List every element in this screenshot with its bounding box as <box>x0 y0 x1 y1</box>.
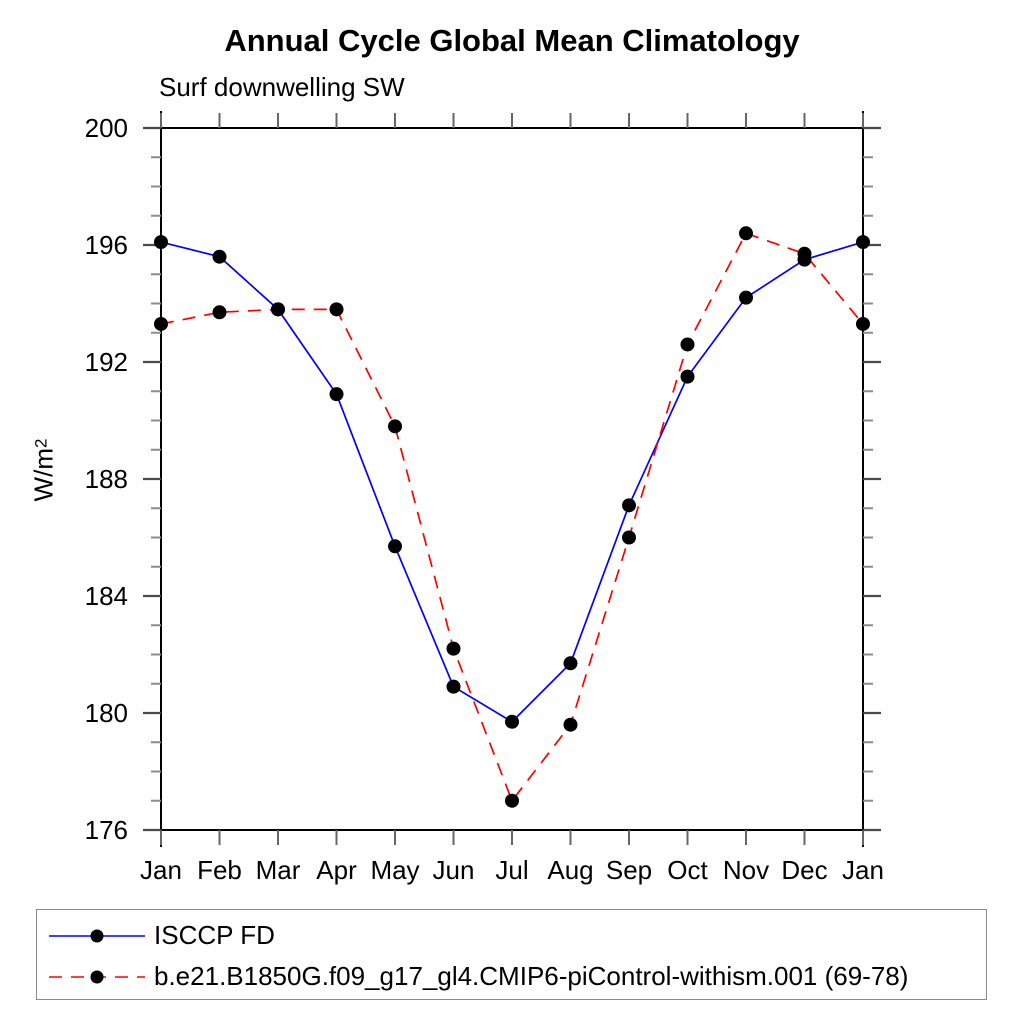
data-point <box>388 419 402 434</box>
data-point <box>739 290 753 305</box>
chart-subtitle: Surf downwelling SW <box>159 72 405 102</box>
data-point <box>563 717 578 732</box>
data-point <box>505 793 519 808</box>
data-point <box>856 235 870 250</box>
x-tick-label: Jan <box>140 855 182 885</box>
x-tick-label: Aug <box>547 855 593 885</box>
data-point <box>446 679 461 694</box>
legend-marker-dot <box>90 929 104 942</box>
data-point <box>505 714 519 729</box>
y-tick-label: 180 <box>85 698 128 728</box>
x-tick-label: Sep <box>606 855 652 885</box>
data-point <box>797 246 812 261</box>
data-point <box>212 249 227 264</box>
legend-label-model: b.e21.B1850G.f09_g17_gl4.CMIP6-piControl… <box>154 961 909 991</box>
data-point <box>622 530 636 545</box>
legend-sample-dashed-line <box>49 970 145 983</box>
series-line-observation <box>160 241 864 723</box>
legend-item-observation: ISCCP FD <box>43 915 986 956</box>
x-tick-label: Jul <box>495 855 528 885</box>
x-tick-label: Mar <box>256 855 301 885</box>
legend-sample-solid-line <box>49 929 145 942</box>
legend-label-observation: ISCCP FD <box>154 920 275 950</box>
legend-marker-dot <box>90 970 104 983</box>
data-point <box>212 305 227 320</box>
data-point <box>622 498 636 513</box>
data-point <box>271 302 285 317</box>
y-tick-label: 176 <box>85 815 128 845</box>
x-tick-label: Jun <box>433 855 475 885</box>
x-tick-label: Nov <box>723 855 769 885</box>
y-tick-label: 192 <box>85 347 128 377</box>
data-point <box>680 369 695 384</box>
y-tick-label: 196 <box>85 230 128 260</box>
y-tick-label: 200 <box>85 113 128 143</box>
x-tick-label: Dec <box>781 855 827 885</box>
legend-box: ISCCP FD b.e21.B1850G.f09_g17_gl4.CMIP6-… <box>36 909 987 1000</box>
x-tick-label: Feb <box>197 855 242 885</box>
legend-item-model: b.e21.B1850G.f09_g17_gl4.CMIP6-piControl… <box>43 956 986 997</box>
chart-title: Annual Cycle Global Mean Climatology <box>224 23 800 58</box>
data-point <box>446 641 461 656</box>
x-tick-label: May <box>370 855 419 885</box>
data-point <box>388 539 402 554</box>
x-tick-label: Apr <box>316 855 357 885</box>
data-point <box>856 316 870 331</box>
data-point <box>680 337 695 352</box>
data-point <box>154 235 168 250</box>
y-tick-label: 188 <box>85 464 128 494</box>
data-point <box>329 302 344 317</box>
x-tick-label: Jan <box>842 855 884 885</box>
data-point <box>154 316 168 331</box>
data-point <box>563 656 578 671</box>
y-tick-label: 184 <box>85 581 128 611</box>
x-tick-label: Oct <box>667 855 708 885</box>
data-point <box>739 226 753 241</box>
data-point <box>329 387 344 402</box>
